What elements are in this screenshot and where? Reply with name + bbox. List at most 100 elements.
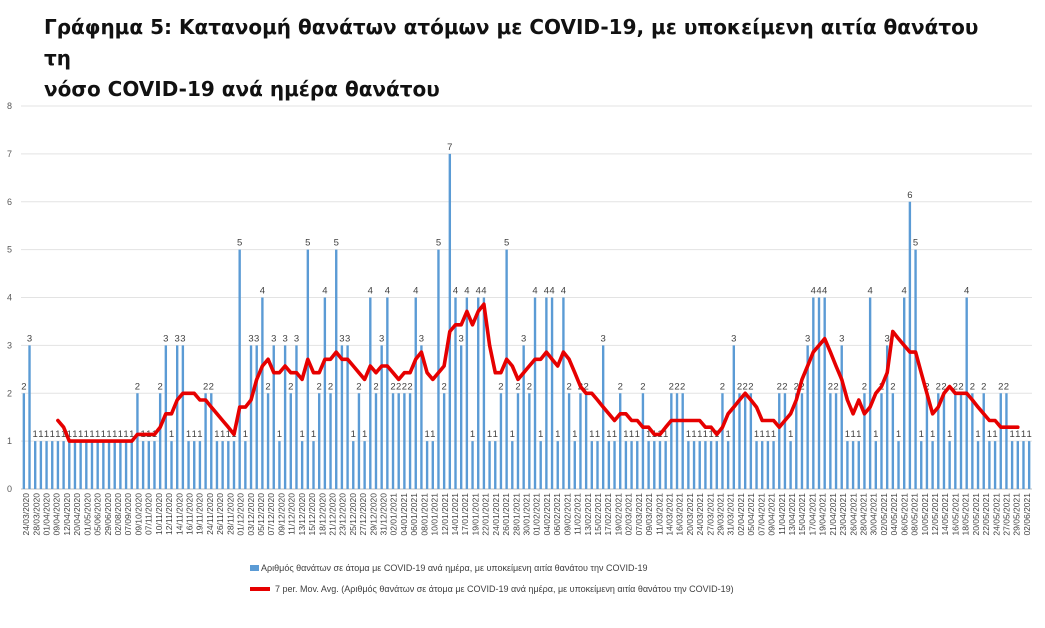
bar-data-label: 4 [902,286,907,297]
bar-data-label: 3 [27,333,32,344]
bar [323,297,327,489]
bar-data-label: 1 [572,429,577,440]
bar-data-label: 3 [271,333,276,344]
x-tick-label: 21/04/2021 [828,493,838,536]
bar-data-label: 1 [538,429,543,440]
bar-data-label: 1 [277,429,282,440]
bar-data-label: 1 [101,429,106,440]
bar-data-label: 1 [629,429,634,440]
x-tick-label: 29/06/2020 [103,493,113,536]
bar [607,441,611,489]
bar-data-label: 2 [998,381,1003,392]
x-tick-label: 11/12/2020 [287,493,297,535]
bar [477,297,480,489]
bar-data-label: 5 [305,238,310,249]
bar-data-label: 3 [459,333,464,344]
x-tick-label: 16/05/2021 [950,493,960,536]
bar-data-label: 2 [970,381,975,392]
x-tick-label: 15/12/2020 [307,493,317,536]
x-tick-label: 21/12/2020 [328,493,338,536]
y-tick-label: 7 [7,149,12,159]
bar-data-label: 1 [214,429,219,440]
bar [630,441,633,489]
bar-data-label: 1 [362,429,367,440]
bar [613,441,616,489]
bar [641,393,645,489]
bar [73,441,77,489]
x-tick-label: 14/11/2020 [174,493,184,535]
bar-data-label: 1 [72,429,77,440]
bar [266,393,270,489]
legend-bar-swatch [250,565,259,571]
bar [795,393,798,489]
bar [772,441,775,489]
x-tick-label: 12/05/2021 [930,493,940,536]
bar-data-label: 2 [828,381,833,392]
bar-data-label: 2 [209,381,214,392]
bar [971,393,974,489]
bar-data-label: 2 [21,381,26,392]
bar [914,249,917,489]
x-tick-label: 22/01/2021 [481,493,491,536]
x-tick-label: 24/05/2021 [991,493,1001,536]
bar-data-label: 2 [862,381,867,392]
x-tick-label: 07/03/2021 [634,493,644,536]
bar-data-label: 4 [481,286,486,297]
bar-data-label: 4 [476,286,481,297]
x-tick-label: 17/04/2021 [807,493,817,536]
bar [601,345,605,489]
x-tick-label: 09/04/2021 [767,493,777,536]
bar-data-label: 2 [566,381,571,392]
x-tick-label: 26/11/2020 [215,493,225,535]
bar [863,393,866,489]
x-tick-label: 26/04/2021 [848,493,858,536]
bar-data-label: 1 [424,429,429,440]
x-tick-label: 10/05/2021 [920,493,930,536]
y-tick-label: 3 [7,340,12,350]
bar-data-label: 1 [850,429,855,440]
bar-data-label: 2 [265,381,270,392]
bar [675,393,679,489]
x-tick-label: 07/04/2021 [756,493,766,536]
chart-title: Γράφημα 5: Κατανομή θανάτων ατόμων με CO… [44,12,1004,105]
x-tick-label: 14/05/2021 [940,493,950,536]
bar-data-label: 2 [737,381,742,392]
x-tick-label: 15/04/2021 [797,493,807,536]
bar [840,345,843,489]
bar-data-label: 6 [907,190,912,201]
bar [817,297,821,489]
bar-data-label: 1 [55,429,60,440]
bar [976,441,980,489]
bar-data-label: 1 [33,429,38,440]
bar-data-label: 1 [470,429,475,440]
bar-data-label: 4 [549,286,554,297]
bar [704,441,707,489]
bar [249,345,253,489]
bar-data-label: 1 [754,429,759,440]
bar [488,441,491,489]
x-tick-label: 09/04/2020 [52,493,62,536]
bar-data-label: 5 [237,238,242,249]
x-tick-label: 09/12/2020 [276,493,286,536]
bar-data-label: 2 [669,381,674,392]
bar-data-label: 1 [845,429,850,440]
bar [516,393,520,489]
x-tick-label: 27/03/2021 [705,493,715,536]
bar-data-label: 4 [368,286,373,297]
bar [885,345,889,489]
x-tick-label: 20/04/2020 [72,493,82,536]
y-tick-label: 1 [7,436,12,446]
bar [1016,441,1019,489]
x-tick-label: 12/01/2021 [440,493,450,536]
bar-data-label: 3 [345,333,350,344]
bar-data-label: 1 [725,429,730,440]
x-tick-label: 17/02/2021 [603,493,613,536]
x-tick-label: 05/12/2020 [256,493,266,536]
bar [62,441,65,489]
bar [988,441,991,489]
bar [709,441,713,489]
bar-data-label: 1 [38,429,43,440]
x-tick-label: 02/03/2021 [624,493,634,536]
bar [533,297,537,489]
bar [51,441,54,489]
